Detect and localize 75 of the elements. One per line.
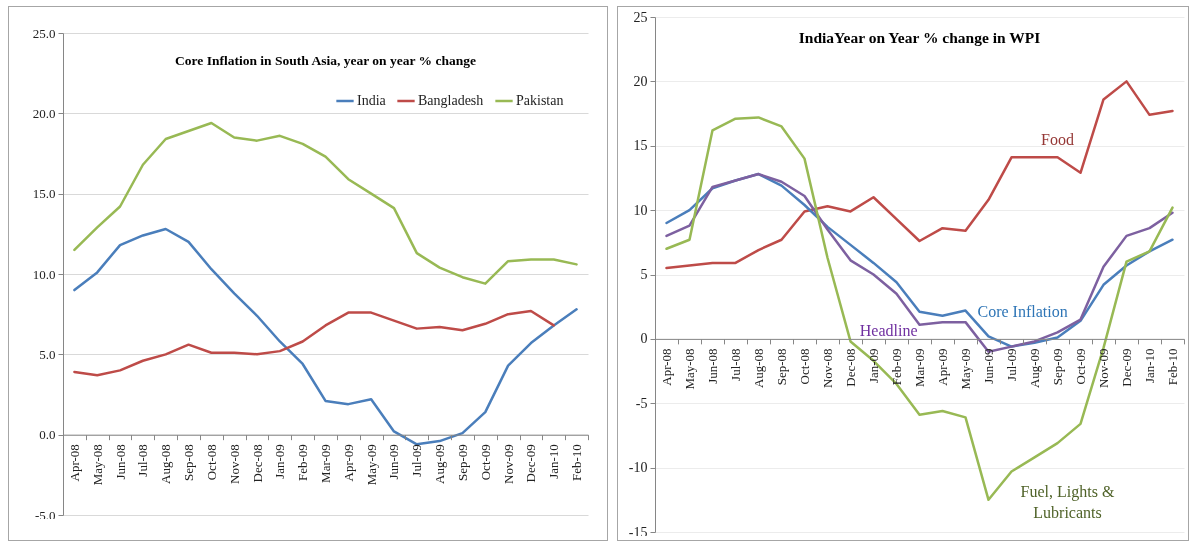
x-tick-label: Dec-09 bbox=[1119, 348, 1134, 387]
x-tick-label: Jun-09 bbox=[981, 348, 996, 384]
x-tick-label: Apr-08 bbox=[66, 444, 82, 482]
x-tick-label: May-08 bbox=[89, 444, 105, 486]
x-tick-label: Oct-08 bbox=[797, 348, 812, 385]
series-label: Headline bbox=[859, 321, 918, 339]
x-tick-label: Sep-08 bbox=[774, 348, 789, 386]
line-series bbox=[73, 121, 578, 285]
x-tick-label: Mar-09 bbox=[318, 444, 333, 483]
line-series bbox=[73, 309, 556, 377]
x-tick-label: Aug-09 bbox=[1027, 348, 1042, 389]
legend-label: India bbox=[357, 93, 387, 108]
text: Core Inflation in South Asia, year on year % change bbox=[175, 53, 476, 68]
text: IndiaYear on Year % change in WPI bbox=[798, 29, 1041, 46]
x-tick-label: May-09 bbox=[958, 348, 973, 390]
x-tick-label: Nov-09 bbox=[500, 444, 516, 484]
y-tick-label: 15.0 bbox=[32, 186, 56, 202]
x-tick-label: Jun-08 bbox=[112, 444, 128, 480]
x-tick-label: Apr-09 bbox=[340, 444, 356, 482]
series-label: Food bbox=[1041, 131, 1074, 149]
x-tick-label: Mar-09 bbox=[912, 348, 927, 388]
x-tick-label: Nov-08 bbox=[820, 348, 835, 389]
x-tick-label: Jun-09 bbox=[386, 444, 402, 480]
y-tick-label: 25 bbox=[633, 9, 648, 25]
x-tick-label: Jul-09 bbox=[409, 444, 425, 477]
y-tick-label: 20 bbox=[633, 73, 648, 89]
y-tick-label: 0 bbox=[640, 331, 648, 347]
x-tick-label: Apr-08 bbox=[659, 348, 674, 386]
x-tick-label: Sep-09 bbox=[454, 444, 470, 482]
y-tick-label: -10 bbox=[628, 460, 648, 476]
x-tick-label: Feb-10 bbox=[1165, 348, 1180, 386]
x-tick-label: Aug-08 bbox=[751, 348, 766, 389]
series-label: Core Inflation bbox=[977, 302, 1068, 320]
x-tick-label: Oct-08 bbox=[203, 444, 219, 481]
y-tick-label: 10.0 bbox=[32, 266, 56, 282]
x-tick-label: Jul-08 bbox=[135, 444, 151, 477]
y-tick-label: 25.0 bbox=[32, 25, 56, 41]
x-tick-label: Dec-09 bbox=[523, 444, 539, 483]
y-tick-label: -15 bbox=[628, 524, 648, 540]
x-tick-label: Apr-09 bbox=[935, 348, 950, 386]
legend-label: Bangladesh bbox=[418, 93, 484, 108]
y-tick-label: 20.0 bbox=[32, 105, 56, 121]
y-tick-label: 5.0 bbox=[39, 346, 56, 362]
x-tick-label: May-09 bbox=[363, 444, 379, 486]
line-series bbox=[73, 227, 578, 446]
y-tick-label: 0.0 bbox=[39, 427, 56, 443]
y-tick-label: 5 bbox=[640, 267, 648, 282]
x-tick-label: Feb-09 bbox=[295, 444, 311, 482]
x-tick-label: Nov-08 bbox=[226, 444, 242, 484]
line-series bbox=[665, 80, 1174, 270]
x-tick-label: Aug-08 bbox=[158, 444, 174, 484]
x-tick-label: Sep-08 bbox=[181, 444, 197, 482]
y-tick-label: 10 bbox=[633, 202, 648, 218]
x-tick-label: Oct-09 bbox=[1073, 348, 1088, 385]
x-tick-label: Jan-09 bbox=[866, 348, 881, 384]
y-tick-label: -5 bbox=[635, 395, 648, 411]
x-tick-label: Jan-10 bbox=[546, 444, 562, 479]
x-tick-label: May-08 bbox=[682, 348, 697, 390]
x-tick-label: Dec-08 bbox=[843, 348, 858, 387]
x-tick-label: Jan-10 bbox=[1142, 348, 1157, 384]
x-tick-label: Feb-09 bbox=[889, 348, 904, 386]
y-tick-label: 15 bbox=[633, 138, 648, 154]
y-tick-label: -5.0 bbox=[34, 507, 56, 523]
x-tick-label: Nov-09 bbox=[1096, 348, 1111, 389]
x-tick-label: Sep-09 bbox=[1050, 348, 1065, 386]
x-tick-label: Jul-08 bbox=[728, 348, 743, 381]
x-tick-label: Jul-09 bbox=[1004, 348, 1019, 381]
x-tick-label: Feb-10 bbox=[569, 444, 585, 482]
x-tick-label: Dec-08 bbox=[249, 444, 265, 483]
x-tick-label: Jun-08 bbox=[705, 348, 720, 384]
x-tick-label: Oct-09 bbox=[477, 444, 493, 481]
legend-label: Pakistan bbox=[516, 93, 564, 108]
x-tick-label: Jan-09 bbox=[272, 444, 288, 479]
series-label: Fuel, Lights & Lubricants bbox=[1020, 483, 1115, 522]
x-tick-label: Aug-09 bbox=[432, 444, 448, 484]
